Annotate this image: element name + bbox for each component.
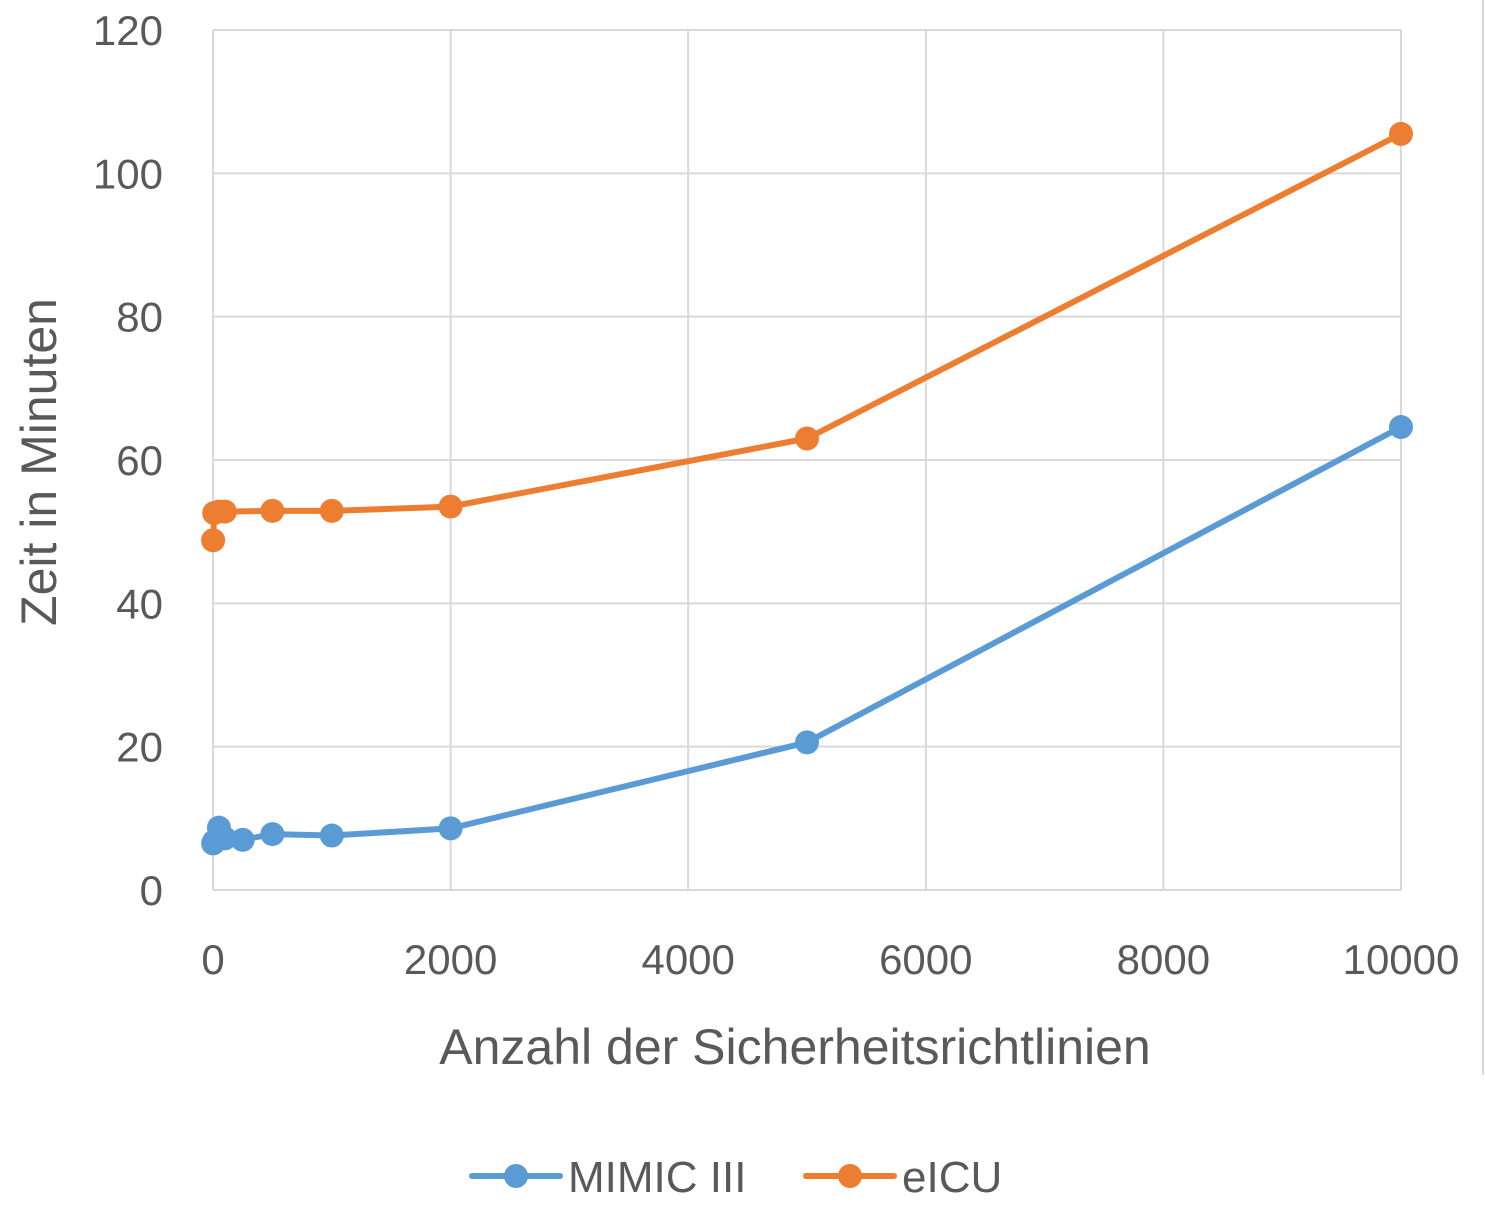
y-tick-label: 40: [116, 580, 163, 627]
x-axis-title: Anzahl der Sicherheitsrichtlinien: [439, 1019, 1150, 1075]
legend: MIMIC III eICU: [469, 1153, 1002, 1202]
series-eicu: [201, 121, 1413, 553]
data-point-eicu: [319, 498, 344, 523]
gridlines: [213, 29, 1402, 890]
legend-item-eicu: eICU: [803, 1153, 1002, 1202]
legend-label-mimic-iii: MIMIC III: [568, 1153, 746, 1202]
data-point-mimic-iii: [795, 730, 819, 755]
y-tick-label: 120: [93, 7, 163, 54]
series: [201, 121, 1413, 856]
legend-marker-eicu: [838, 1164, 862, 1188]
y-tick-label: 100: [93, 150, 163, 197]
data-point-eicu: [260, 498, 285, 523]
data-point-mimic-iii: [260, 822, 285, 847]
data-point-eicu: [201, 528, 226, 553]
axes: [212, 30, 1401, 891]
y-tick-label: 80: [116, 294, 163, 341]
data-point-eicu: [212, 499, 237, 524]
data-point-eicu: [1389, 121, 1413, 146]
series-line-eicu: [210, 130, 1404, 544]
x-tick-label: 2000: [404, 936, 497, 983]
data-point-mimic-iii: [230, 827, 255, 852]
x-tick-label: 6000: [879, 936, 972, 983]
x-tick-label: 0: [201, 936, 224, 983]
legend-label-eicu: eICU: [902, 1153, 1002, 1202]
legend-marker-mimic-iii: [504, 1164, 528, 1188]
series-line-mimic-iii: [210, 424, 1404, 847]
x-tick-label: 4000: [641, 936, 734, 983]
y-tick-label: 20: [116, 724, 163, 771]
data-point-mimic-iii: [319, 823, 344, 848]
data-point-mimic-iii: [1389, 415, 1413, 440]
data-point-eicu: [795, 426, 819, 451]
series-mimic-iii: [201, 415, 1413, 856]
data-point-eicu: [438, 494, 463, 519]
data-point-mimic-iii: [212, 826, 237, 851]
x-tick-label: 8000: [1117, 936, 1210, 983]
y-axis-title: Zeit in Minuten: [11, 298, 67, 626]
x-tick-label: 10000: [1343, 936, 1460, 983]
tick-labels: 0 20 40 60 80 100 120 0 2000 4000 6000 8000 10000: [93, 7, 1459, 983]
data-point-mimic-iii: [438, 816, 463, 841]
y-tick-label: 0: [140, 867, 163, 914]
y-tick-label: 60: [116, 437, 163, 484]
legend-item-mimic-iii: MIMIC III: [469, 1153, 746, 1202]
